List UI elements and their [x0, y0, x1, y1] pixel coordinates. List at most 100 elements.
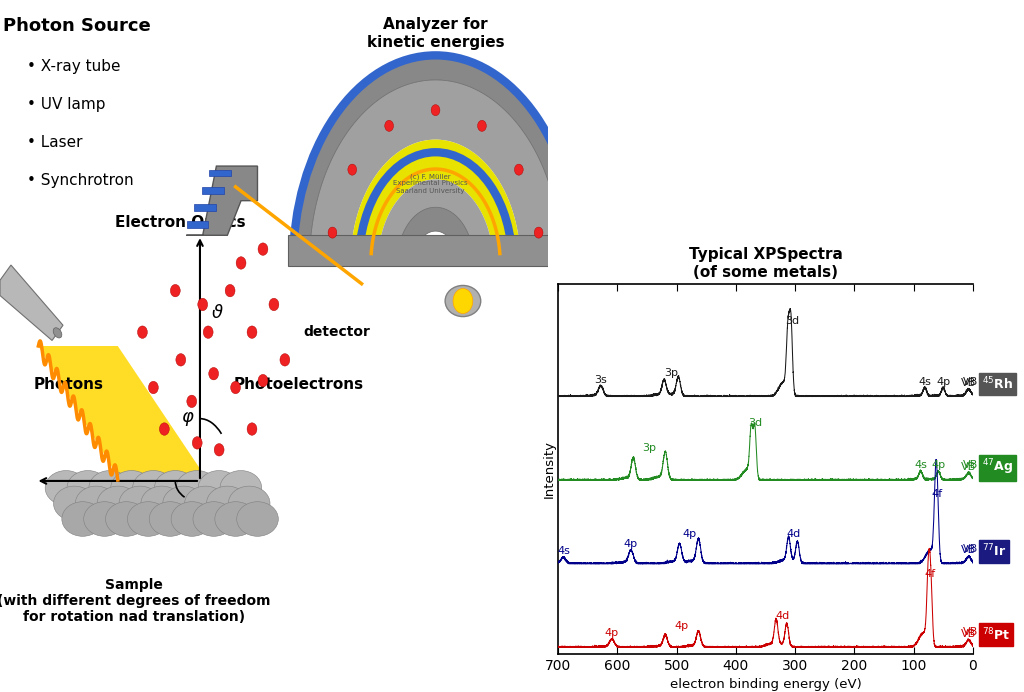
Ellipse shape: [171, 502, 213, 536]
Circle shape: [269, 298, 279, 311]
Text: Photoelectrons: Photoelectrons: [233, 377, 364, 392]
Ellipse shape: [445, 286, 480, 317]
Ellipse shape: [111, 471, 153, 505]
Polygon shape: [293, 56, 578, 263]
Polygon shape: [378, 179, 494, 263]
Text: 3p: 3p: [665, 368, 678, 378]
Ellipse shape: [155, 471, 197, 505]
Circle shape: [214, 444, 224, 456]
Circle shape: [258, 374, 268, 387]
Text: VB: VB: [962, 545, 976, 555]
Circle shape: [198, 298, 208, 311]
Text: 3p: 3p: [642, 444, 656, 453]
Text: (c) F. Müller
Experimental Physics
Saarland University: (c) F. Müller Experimental Physics Saarl…: [393, 173, 467, 194]
Text: 4f: 4f: [931, 489, 942, 500]
Circle shape: [209, 367, 218, 380]
Circle shape: [137, 326, 147, 338]
Circle shape: [247, 423, 257, 435]
Ellipse shape: [215, 502, 256, 536]
Text: 4s: 4s: [557, 546, 569, 556]
Ellipse shape: [150, 502, 190, 536]
Circle shape: [348, 164, 356, 175]
Circle shape: [237, 257, 246, 269]
Text: Electron Optics: Electron Optics: [116, 215, 246, 230]
Circle shape: [514, 164, 523, 175]
Text: 4f: 4f: [924, 569, 935, 579]
Text: 3d: 3d: [785, 316, 799, 325]
Ellipse shape: [184, 486, 226, 521]
Ellipse shape: [220, 471, 262, 505]
Circle shape: [193, 437, 202, 449]
Ellipse shape: [84, 502, 125, 536]
Circle shape: [148, 381, 159, 394]
Ellipse shape: [141, 486, 182, 521]
Polygon shape: [38, 346, 208, 481]
Text: VB: VB: [962, 629, 976, 639]
Ellipse shape: [61, 502, 103, 536]
Circle shape: [176, 354, 185, 366]
Circle shape: [535, 227, 543, 238]
Text: 4p: 4p: [624, 540, 638, 549]
Text: VB: VB: [964, 376, 979, 387]
Ellipse shape: [237, 502, 279, 536]
Circle shape: [477, 120, 486, 131]
Text: Photon Source: Photon Source: [3, 17, 151, 35]
Circle shape: [230, 381, 241, 394]
Circle shape: [431, 104, 440, 116]
Text: VB: VB: [964, 460, 979, 470]
Text: VB: VB: [964, 627, 979, 637]
Circle shape: [385, 120, 393, 131]
Text: • UV lamp: • UV lamp: [28, 97, 105, 112]
Ellipse shape: [163, 486, 205, 521]
Ellipse shape: [119, 486, 161, 521]
Text: 4p: 4p: [936, 376, 950, 387]
Ellipse shape: [207, 486, 248, 521]
Bar: [186, 221, 209, 228]
Bar: [195, 204, 216, 211]
Text: • Laser: • Laser: [28, 135, 83, 150]
Circle shape: [170, 284, 180, 297]
Text: VB: VB: [962, 379, 976, 388]
Ellipse shape: [199, 471, 240, 505]
Text: Analyzer for
kinetic energies: Analyzer for kinetic energies: [367, 17, 505, 50]
Text: 4p: 4p: [675, 621, 689, 630]
Text: 4p: 4p: [932, 460, 945, 470]
Text: $\vartheta$: $\vartheta$: [211, 304, 223, 322]
Circle shape: [280, 354, 290, 366]
Circle shape: [258, 243, 268, 255]
Circle shape: [328, 227, 337, 238]
Ellipse shape: [45, 471, 87, 505]
Ellipse shape: [105, 502, 147, 536]
Polygon shape: [288, 235, 584, 266]
Ellipse shape: [89, 471, 130, 505]
Text: 4d: 4d: [786, 529, 801, 538]
Ellipse shape: [193, 502, 234, 536]
Circle shape: [247, 326, 257, 338]
Text: detector: detector: [303, 325, 371, 339]
Bar: [202, 187, 223, 194]
Polygon shape: [350, 140, 520, 263]
Ellipse shape: [97, 486, 139, 521]
Text: 3s: 3s: [594, 375, 607, 385]
Ellipse shape: [228, 486, 270, 521]
Text: 3d: 3d: [748, 418, 762, 428]
Ellipse shape: [67, 471, 109, 505]
Title: Typical XPSpectra
(of some metals): Typical XPSpectra (of some metals): [688, 247, 843, 280]
Polygon shape: [309, 80, 561, 263]
Text: 4s: 4s: [914, 460, 927, 470]
Circle shape: [453, 289, 473, 313]
Ellipse shape: [53, 486, 95, 521]
Text: $\varphi$: $\varphi$: [181, 410, 195, 428]
Ellipse shape: [176, 471, 218, 505]
Text: • Synchrotron: • Synchrotron: [28, 173, 134, 188]
Text: • X-ray tube: • X-ray tube: [28, 59, 121, 74]
Ellipse shape: [132, 471, 174, 505]
Text: VB: VB: [964, 544, 979, 554]
Polygon shape: [397, 208, 474, 263]
Text: $^{77}$Ir: $^{77}$Ir: [982, 543, 1006, 559]
Circle shape: [186, 395, 197, 408]
Polygon shape: [186, 166, 257, 235]
Ellipse shape: [53, 328, 61, 338]
Bar: [209, 170, 231, 176]
Circle shape: [203, 326, 213, 338]
